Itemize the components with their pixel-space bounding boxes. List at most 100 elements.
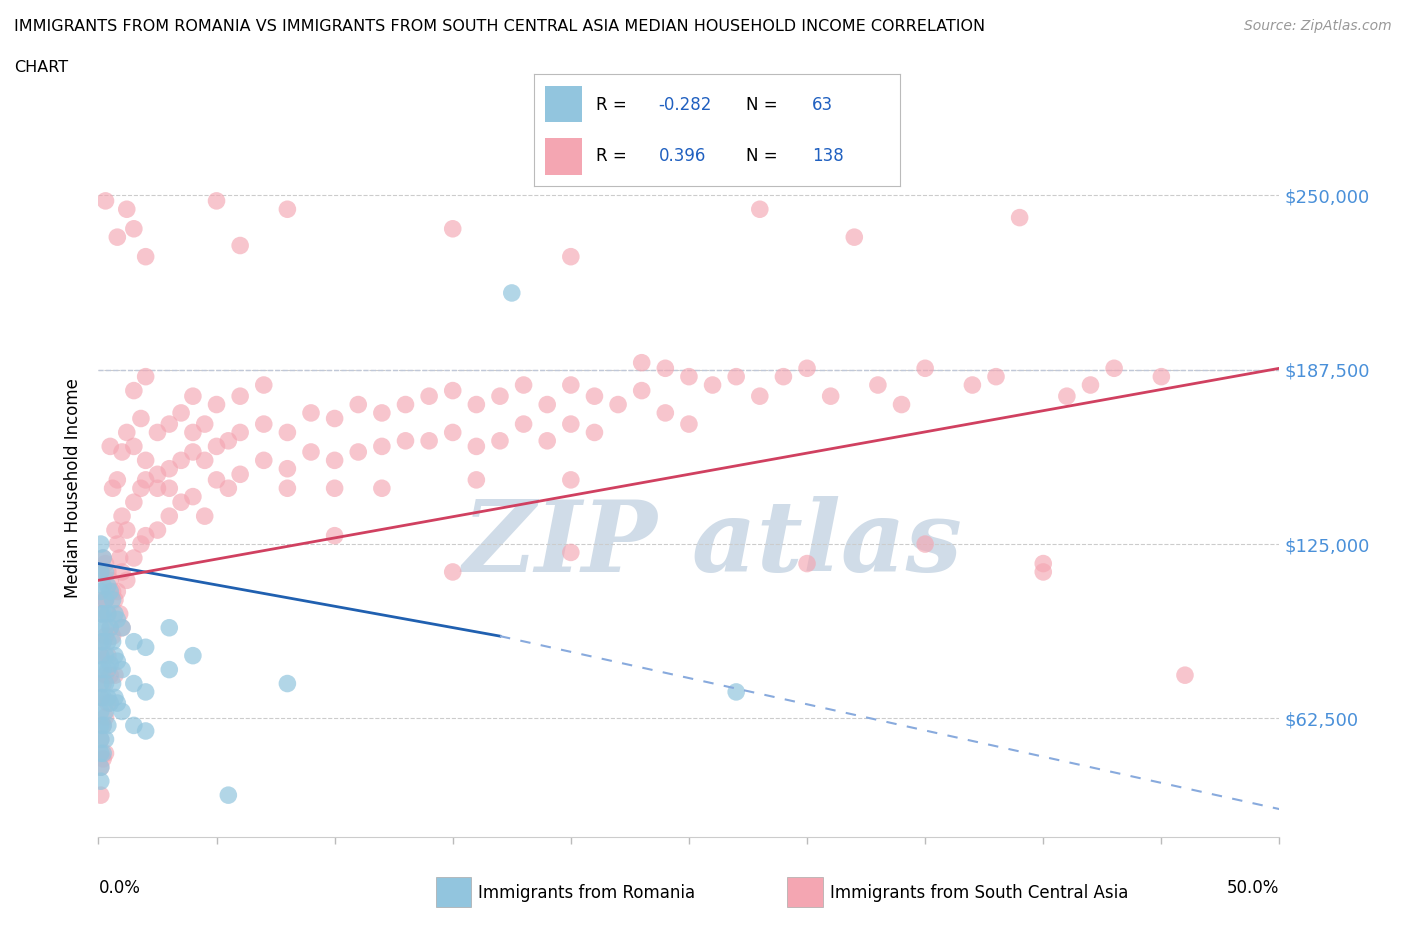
Point (866, 378, 889, 392)
Point (748, 389, 770, 404)
Point (1080, 378, 1102, 392)
Point (129, 411, 152, 426)
Bar (546, 86, 582, 123)
Point (146, 481, 169, 496)
Point (157, 481, 180, 496)
Point (90, 718, 112, 733)
Point (748, 202, 770, 217)
Point (914, 361, 936, 376)
Point (94, 556, 117, 571)
Point (91, 551, 114, 565)
Point (796, 361, 818, 376)
Point (91, 718, 114, 733)
Point (194, 417, 217, 432)
Point (135, 640, 157, 655)
Point (678, 417, 700, 432)
Point (725, 369, 748, 384)
Point (94, 648, 117, 663)
Point (347, 445, 370, 459)
Point (181, 489, 204, 504)
Point (465, 472, 488, 487)
Point (105, 472, 128, 487)
Point (418, 389, 440, 404)
Point (91, 718, 114, 733)
Point (115, 523, 138, 538)
Point (90, 662, 112, 677)
Point (122, 634, 145, 649)
Point (122, 439, 145, 454)
Point (91, 578, 114, 593)
Point (98, 620, 121, 635)
Point (122, 718, 145, 733)
Point (101, 584, 124, 599)
Point (90, 732, 112, 747)
Point (371, 481, 394, 496)
Point (108, 551, 131, 565)
Point (194, 509, 217, 524)
Point (465, 397, 488, 412)
Point (105, 612, 128, 627)
Point (97, 696, 120, 711)
Point (122, 495, 145, 510)
Point (101, 592, 124, 607)
Point (90, 634, 112, 649)
Point (94, 193, 117, 208)
Point (217, 433, 239, 448)
Point (157, 417, 180, 432)
Point (90, 774, 112, 789)
Point (90, 606, 112, 621)
Point (90, 760, 112, 775)
Point (560, 417, 582, 432)
Point (1032, 556, 1054, 571)
Point (91, 634, 114, 649)
Point (94, 620, 117, 635)
Point (108, 606, 131, 621)
Point (560, 545, 582, 560)
Point (90, 732, 112, 747)
Point (1056, 389, 1078, 404)
Point (276, 202, 298, 217)
Point (536, 433, 558, 448)
Text: 63: 63 (813, 96, 834, 113)
Point (253, 417, 276, 432)
Point (135, 369, 157, 384)
Point (90, 746, 112, 761)
Point (91, 606, 114, 621)
Point (111, 620, 134, 635)
Point (101, 676, 124, 691)
Point (111, 620, 134, 635)
Point (105, 654, 128, 669)
Point (583, 425, 606, 440)
Point (104, 523, 127, 538)
Point (90, 565, 112, 579)
Point (323, 411, 346, 426)
Point (299, 405, 322, 420)
Point (170, 495, 193, 510)
Point (560, 472, 582, 487)
Point (98, 439, 121, 454)
Point (104, 592, 127, 607)
Point (654, 405, 676, 420)
Point (205, 397, 228, 412)
Point (217, 788, 239, 803)
Text: -0.282: -0.282 (658, 96, 711, 113)
Point (205, 439, 228, 454)
Point (962, 378, 984, 392)
Point (157, 662, 180, 677)
Text: 50.0%: 50.0% (1227, 879, 1279, 897)
Point (914, 537, 936, 551)
Point (796, 556, 818, 571)
Point (229, 467, 252, 482)
Point (772, 369, 794, 384)
Text: Source: ZipAtlas.com: Source: ZipAtlas.com (1244, 19, 1392, 33)
Point (229, 425, 252, 440)
Point (654, 361, 676, 376)
Point (890, 397, 912, 412)
Point (111, 704, 134, 719)
Point (90, 676, 112, 691)
Point (844, 230, 866, 245)
Text: N =: N = (747, 147, 783, 165)
Point (97, 578, 120, 593)
Point (276, 425, 298, 440)
Point (91, 551, 114, 565)
